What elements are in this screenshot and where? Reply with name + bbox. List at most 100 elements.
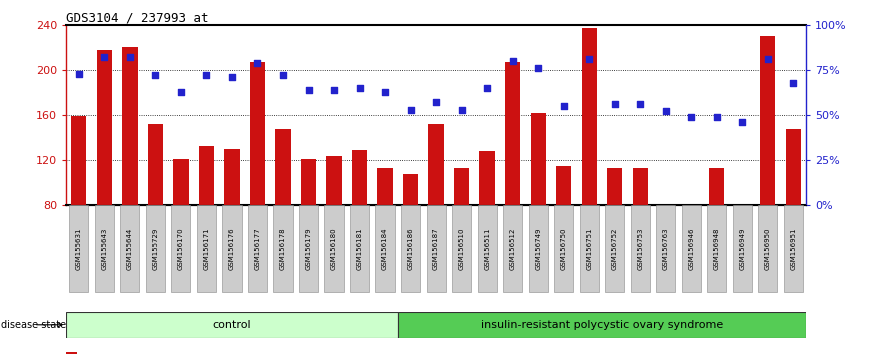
- Bar: [505, 62, 521, 205]
- FancyBboxPatch shape: [273, 205, 292, 292]
- FancyBboxPatch shape: [324, 205, 344, 292]
- Text: disease state: disease state: [2, 320, 66, 330]
- FancyBboxPatch shape: [759, 205, 777, 292]
- Bar: [174, 159, 189, 205]
- Text: GSM155643: GSM155643: [101, 228, 107, 270]
- FancyBboxPatch shape: [605, 205, 625, 292]
- Point: [250, 60, 264, 65]
- Text: GSM156170: GSM156170: [178, 228, 184, 270]
- Point: [378, 89, 392, 95]
- Bar: [633, 168, 648, 205]
- Point: [685, 114, 699, 120]
- FancyBboxPatch shape: [733, 205, 751, 292]
- Point: [659, 109, 673, 114]
- Bar: [479, 151, 495, 205]
- FancyBboxPatch shape: [171, 205, 190, 292]
- Bar: [530, 113, 546, 205]
- FancyBboxPatch shape: [350, 205, 369, 292]
- Bar: [607, 168, 622, 205]
- FancyBboxPatch shape: [503, 205, 522, 292]
- Bar: [377, 168, 393, 205]
- Point: [736, 119, 750, 125]
- Bar: [276, 129, 291, 205]
- Point: [455, 107, 469, 113]
- FancyBboxPatch shape: [401, 205, 420, 292]
- Point: [429, 99, 443, 105]
- Bar: [66, 353, 78, 354]
- Point: [582, 56, 596, 62]
- FancyBboxPatch shape: [682, 205, 701, 292]
- Point: [276, 73, 290, 78]
- Text: GSM156510: GSM156510: [459, 228, 464, 270]
- Text: GSM155729: GSM155729: [152, 228, 159, 270]
- Text: GSM156184: GSM156184: [382, 228, 388, 270]
- Point: [710, 114, 724, 120]
- FancyBboxPatch shape: [426, 205, 446, 292]
- Point: [327, 87, 341, 93]
- Bar: [66, 312, 398, 338]
- Point: [506, 58, 520, 64]
- Text: GSM155631: GSM155631: [76, 228, 82, 270]
- Point: [403, 107, 418, 113]
- Text: GSM156951: GSM156951: [790, 228, 796, 270]
- Text: GSM156178: GSM156178: [280, 228, 286, 270]
- Bar: [760, 36, 775, 205]
- Text: GDS3104 / 237993_at: GDS3104 / 237993_at: [66, 11, 209, 24]
- FancyBboxPatch shape: [146, 205, 165, 292]
- Text: GSM156749: GSM156749: [535, 228, 541, 270]
- Bar: [71, 116, 86, 205]
- FancyBboxPatch shape: [631, 205, 650, 292]
- Point: [352, 85, 366, 91]
- Point: [148, 73, 162, 78]
- Point: [225, 74, 239, 80]
- FancyBboxPatch shape: [529, 205, 548, 292]
- Text: GSM156753: GSM156753: [637, 228, 643, 270]
- Text: GSM156171: GSM156171: [204, 228, 210, 270]
- Point: [122, 55, 137, 60]
- FancyBboxPatch shape: [554, 205, 574, 292]
- Point: [531, 65, 545, 71]
- Text: GSM155644: GSM155644: [127, 228, 133, 270]
- FancyBboxPatch shape: [222, 205, 241, 292]
- Point: [608, 101, 622, 107]
- Point: [199, 73, 213, 78]
- FancyBboxPatch shape: [707, 205, 726, 292]
- Bar: [148, 124, 163, 205]
- FancyBboxPatch shape: [95, 205, 114, 292]
- Bar: [97, 50, 112, 205]
- Text: GSM156511: GSM156511: [485, 228, 490, 270]
- FancyBboxPatch shape: [478, 205, 497, 292]
- Bar: [709, 168, 724, 205]
- FancyBboxPatch shape: [784, 205, 803, 292]
- Point: [480, 85, 494, 91]
- Text: GSM156180: GSM156180: [331, 228, 337, 270]
- Bar: [300, 159, 316, 205]
- Text: GSM156512: GSM156512: [509, 228, 515, 270]
- Text: GSM156177: GSM156177: [255, 228, 261, 270]
- Text: GSM156949: GSM156949: [739, 228, 745, 270]
- Bar: [225, 149, 240, 205]
- Text: GSM156946: GSM156946: [688, 228, 694, 270]
- Text: control: control: [212, 320, 251, 330]
- Text: GSM156948: GSM156948: [714, 228, 720, 270]
- Bar: [556, 166, 572, 205]
- FancyBboxPatch shape: [656, 205, 676, 292]
- Text: GSM156176: GSM156176: [229, 228, 235, 270]
- FancyBboxPatch shape: [452, 205, 471, 292]
- Bar: [398, 312, 806, 338]
- FancyBboxPatch shape: [375, 205, 395, 292]
- Bar: [352, 150, 367, 205]
- Bar: [454, 168, 470, 205]
- Text: GSM156752: GSM156752: [611, 228, 618, 270]
- FancyBboxPatch shape: [121, 205, 139, 292]
- Point: [557, 103, 571, 109]
- Text: insulin-resistant polycystic ovary syndrome: insulin-resistant polycystic ovary syndr…: [481, 320, 723, 330]
- FancyBboxPatch shape: [299, 205, 318, 292]
- Bar: [403, 174, 418, 205]
- FancyBboxPatch shape: [580, 205, 599, 292]
- FancyBboxPatch shape: [196, 205, 216, 292]
- Point: [71, 71, 85, 76]
- Point: [787, 80, 801, 85]
- Text: GSM156750: GSM156750: [560, 228, 566, 270]
- Bar: [786, 129, 801, 205]
